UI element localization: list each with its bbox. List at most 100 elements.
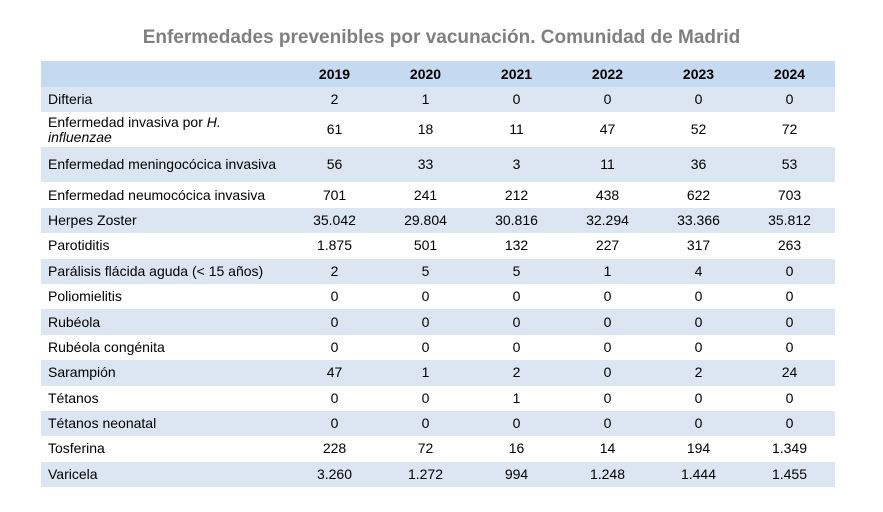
- value-cell-2020: 501: [413, 237, 438, 254]
- value-cell-2019: 0: [289, 410, 380, 437]
- value-cell-2023: 0: [653, 410, 744, 437]
- table-row: Tétanos neonatal 0 0 0 0 0 0: [41, 410, 835, 437]
- value-cell-2021: 994: [471, 461, 562, 488]
- value-cell-2021: 0: [471, 87, 562, 113]
- value-cell-2020: 0: [421, 389, 430, 406]
- value-cell-2019: 47: [289, 360, 380, 386]
- value-cell-2019: 0: [330, 338, 339, 355]
- value-cell-2021: 212: [504, 186, 529, 203]
- value-cell-2019: 35.042: [289, 207, 380, 234]
- value-cell-2024: 0: [744, 410, 835, 437]
- table-title: Enfermedades prevenibles por vacunación.…: [142, 27, 741, 48]
- value-cell-2021: 132: [504, 237, 529, 254]
- value-cell-2024: 35.812: [744, 207, 835, 234]
- row-label-cell: Enfermedad invasiva por H. influenzae: [41, 112, 289, 147]
- column-header-2022: 2022: [562, 61, 653, 87]
- row-label-italic: H. influenzae: [48, 113, 221, 145]
- header-row: 2019 2020 2021 2022 2023 2024: [41, 61, 835, 87]
- row-label: Sarampión: [48, 364, 116, 381]
- column-header-2021: 2021: [471, 61, 562, 87]
- row-label-cell: Enfermedad neumocócica invasiva: [41, 182, 289, 207]
- value-cell-2020: 1.272: [380, 461, 471, 488]
- value-cell-2019: 3.260: [289, 461, 380, 488]
- table-row: Rubéola 0 0 0 0 0 0: [41, 309, 835, 335]
- row-label-cell: Poliomielitis: [41, 284, 289, 309]
- value-cell-2021: 0: [512, 338, 521, 355]
- value-cell-2020: 0: [380, 309, 471, 335]
- value-cell-2021: 0: [471, 309, 562, 335]
- value-cell-2021: 0: [512, 288, 521, 305]
- value-cell-2020: 0: [421, 288, 430, 305]
- value-cell-2019: 228: [322, 440, 347, 457]
- row-label: Tétanos neonatal: [48, 415, 157, 432]
- value-cell-2021: 11: [509, 121, 524, 138]
- value-cell-2022: 11: [562, 147, 653, 183]
- row-label-cell: Rubéola: [41, 309, 289, 335]
- value-cell-2023: 36: [653, 147, 744, 183]
- value-cell-2019: 2: [289, 258, 380, 284]
- value-cell-2023: 0: [694, 288, 703, 305]
- data-table: 2019 2020 2021 2022 2023 2024 Difteria 2 1…: [41, 61, 835, 488]
- value-cell-2024: 1.349: [771, 440, 808, 457]
- value-cell-2022: 0: [562, 87, 653, 113]
- value-cell-2023: 317: [686, 237, 711, 254]
- value-cell-2022: 47: [599, 121, 616, 138]
- value-cell-2020: 1: [380, 360, 471, 386]
- row-label-cell: Enfermedad meningocócica invasiva: [41, 147, 289, 183]
- row-label-cell: Parotiditis: [41, 233, 289, 258]
- value-cell-2022: 32.294: [562, 207, 653, 234]
- row-label-cell: Tosferina: [41, 436, 289, 461]
- row-label-cell: Difteria: [41, 87, 289, 113]
- value-cell-2019: 0: [330, 389, 339, 406]
- value-cell-2024: 0: [744, 258, 835, 284]
- value-cell-2020: 18: [417, 121, 434, 138]
- row-label: Tosferina: [48, 440, 105, 457]
- row-label: Parotiditis: [48, 237, 110, 254]
- value-cell-2020: 0: [380, 410, 471, 437]
- value-cell-2022: 14: [599, 440, 616, 457]
- value-cell-2022: 0: [562, 309, 653, 335]
- value-cell-2019: 0: [289, 309, 380, 335]
- value-cell-2024: 0: [744, 87, 835, 113]
- value-cell-2020: 1: [380, 87, 471, 113]
- row-label: Varicela: [48, 465, 98, 482]
- value-cell-2023: 2: [653, 360, 744, 386]
- value-cell-2023: 52: [690, 121, 707, 138]
- value-cell-2023: 1.444: [653, 461, 744, 488]
- value-cell-2023: 0: [653, 309, 744, 335]
- value-cell-2021: 2: [471, 360, 562, 386]
- value-cell-2022: 0: [603, 338, 612, 355]
- column-header-2020: 2020: [380, 61, 471, 87]
- value-cell-2024: 53: [744, 147, 835, 183]
- value-cell-2021: 3: [471, 147, 562, 183]
- value-cell-2022: 0: [603, 288, 612, 305]
- table-row: Sarampión 47 1 2 0 2 24: [41, 360, 835, 386]
- value-cell-2024: 24: [744, 360, 835, 386]
- value-cell-2023: 0: [653, 87, 744, 113]
- value-cell-2019: 1.875: [316, 237, 353, 254]
- value-cell-2022: 438: [595, 186, 620, 203]
- header-corner-cell: [41, 61, 289, 87]
- value-cell-2024: 1.455: [744, 461, 835, 488]
- row-label: Rubéola congénita: [48, 338, 165, 355]
- value-cell-2019: 0: [330, 288, 339, 305]
- value-cell-2021: 5: [471, 258, 562, 284]
- value-cell-2023: 0: [694, 389, 703, 406]
- row-label-cell: Tétanos neonatal: [41, 410, 289, 437]
- row-label-cell: Varicela: [41, 461, 289, 488]
- column-header-2024: 2024: [744, 61, 835, 87]
- value-cell-2019: 701: [322, 186, 347, 203]
- value-cell-2021: 1: [512, 389, 521, 406]
- row-label-cell: Tétanos: [41, 386, 289, 411]
- value-cell-2023: 33.366: [653, 207, 744, 234]
- row-label: Parálisis flácida aguda (< 15 años): [48, 262, 264, 279]
- value-cell-2024: 0: [785, 338, 794, 355]
- value-cell-2022: 0: [562, 410, 653, 437]
- table-row: Enfermedad neumocócica invasiva 701 241 212…: [41, 182, 835, 207]
- table-row: Poliomielitis 0 0 0 0 0 0: [41, 284, 835, 309]
- value-cell-2020: 5: [380, 258, 471, 284]
- value-cell-2022: 227: [595, 237, 620, 254]
- row-label: Enfermedad neumocócica invasiva: [48, 186, 266, 203]
- table-row: Difteria 2 1 0 0 0 0: [41, 87, 835, 113]
- table-row: Tétanos 0 0 1 0 0 0: [41, 386, 835, 411]
